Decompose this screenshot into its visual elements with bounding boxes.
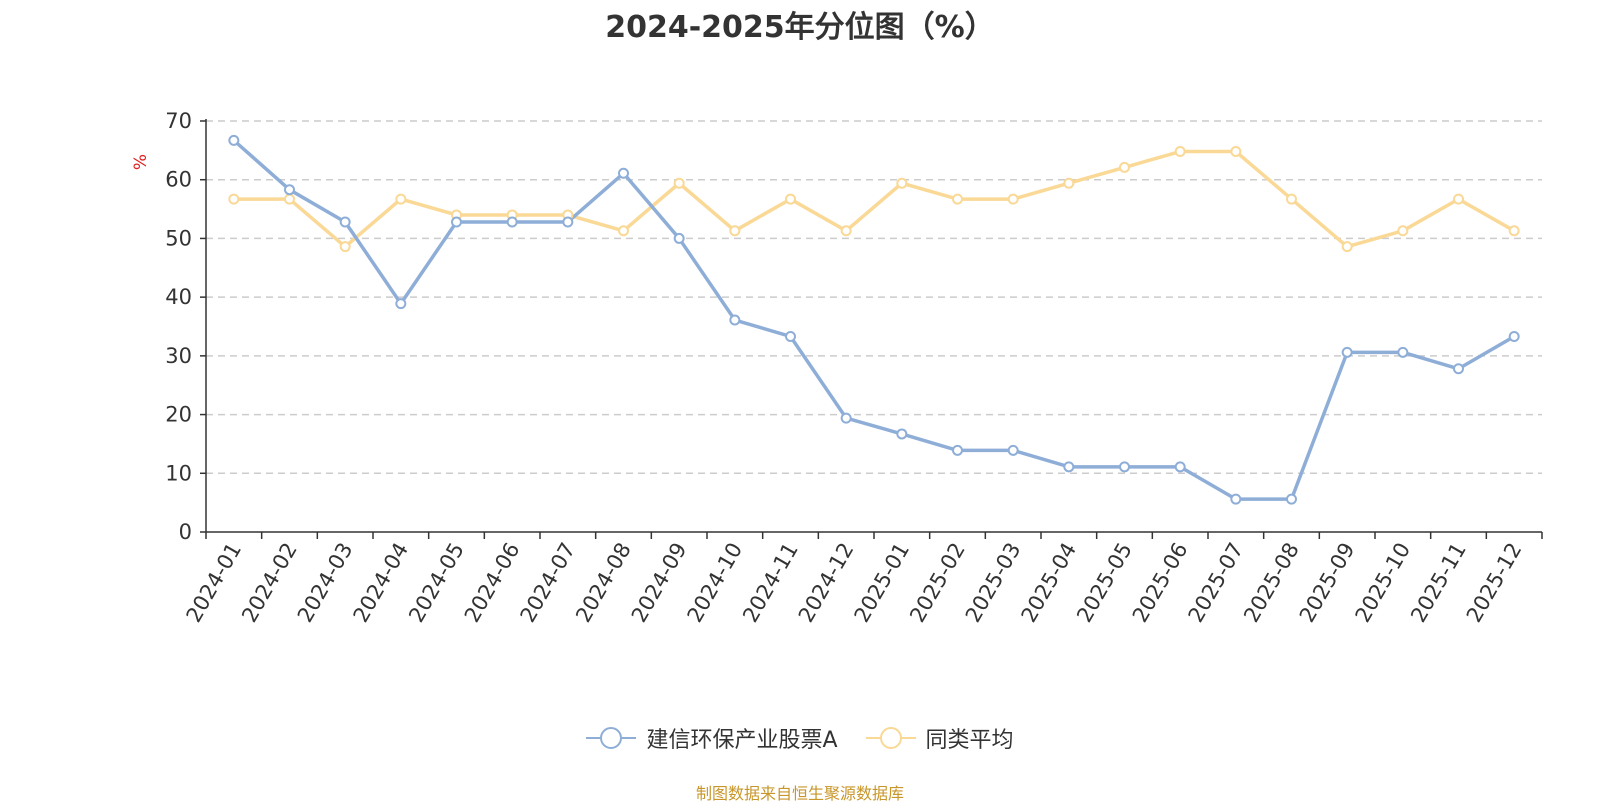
y-tick-label: 50 (165, 226, 192, 250)
x-tick-label: 2024-04 (349, 539, 414, 627)
y-tick-label: 40 (165, 285, 192, 309)
data-point[interactable] (1397, 225, 1409, 237)
data-point[interactable] (562, 216, 574, 228)
data-point[interactable] (952, 193, 963, 205)
data-point[interactable] (395, 298, 407, 310)
data-point[interactable] (896, 428, 908, 440)
x-tick-label: 2024-12 (794, 539, 859, 627)
x-tick-label: 2025-02 (905, 539, 970, 627)
x-tick-label: 2025-11 (1406, 539, 1471, 627)
data-point[interactable] (785, 193, 796, 205)
data-point[interactable] (1007, 193, 1019, 205)
data-point[interactable] (339, 241, 351, 253)
x-tick-label: 2025-10 (1351, 539, 1416, 627)
x-tick-label: 2025-03 (961, 539, 1026, 627)
data-point[interactable] (840, 225, 852, 237)
data-point[interactable] (284, 193, 295, 205)
data-point[interactable] (1508, 225, 1520, 237)
legend-label: 建信环保产业股票A (646, 728, 838, 753)
data-point[interactable] (729, 314, 741, 326)
x-tick-label: 2025-09 (1295, 539, 1360, 627)
data-point[interactable] (840, 412, 852, 424)
x-tick-label: 2025-05 (1072, 539, 1137, 627)
x-tick-label: 2025-04 (1017, 539, 1082, 627)
x-tick-label: 2025-08 (1239, 539, 1304, 627)
data-point[interactable] (673, 232, 685, 244)
data-point[interactable] (228, 134, 240, 146)
data-point[interactable] (1397, 346, 1409, 358)
data-point[interactable] (1453, 363, 1464, 375)
data-point[interactable] (506, 216, 518, 228)
data-point[interactable] (339, 216, 351, 228)
data-point[interactable] (1286, 193, 1297, 205)
y-axis-label: % (131, 154, 151, 170)
legend-item[interactable]: 同类平均 (865, 722, 1014, 754)
x-tick-label: 2024-06 (460, 539, 525, 627)
data-point[interactable] (1508, 330, 1520, 342)
x-tick-label: 2025-07 (1184, 539, 1249, 627)
data-point[interactable] (1230, 146, 1242, 158)
source-note: 制图数据来自恒生聚源数据库 (695, 784, 904, 803)
data-point[interactable] (1286, 493, 1297, 505)
y-tick-label: 30 (165, 344, 192, 368)
legend-item[interactable]: 建信环保产业股票A (586, 722, 838, 754)
x-tick-label: 2025-12 (1462, 539, 1527, 627)
data-point[interactable] (1453, 193, 1464, 205)
series-line (233, 149, 1516, 249)
x-tick-label: 2024-08 (571, 539, 636, 627)
data-point[interactable] (1341, 241, 1353, 253)
x-tick-label: 2024-11 (738, 539, 803, 627)
legend-marker (865, 727, 916, 749)
data-point[interactable] (228, 193, 240, 205)
chart-title: 2024-2025年分位图（%） (605, 10, 995, 45)
data-point[interactable] (1341, 346, 1353, 358)
legend-marker (586, 727, 637, 749)
grid-lines (206, 120, 1542, 475)
x-tick-label: 2024-05 (404, 539, 469, 627)
data-point[interactable] (952, 444, 963, 456)
legend-label: 同类平均 (925, 728, 1014, 753)
data-point[interactable] (1063, 461, 1075, 473)
x-tick-label: 2024-09 (627, 539, 692, 627)
x-tick-label: 2024-07 (516, 539, 581, 627)
data-point[interactable] (1119, 161, 1130, 173)
y-tick-label: 20 (165, 403, 192, 427)
data-point[interactable] (1007, 444, 1019, 456)
x-tick-label: 2025-06 (1128, 539, 1193, 627)
data-point[interactable] (618, 167, 629, 179)
data-point[interactable] (1230, 493, 1242, 505)
y-tick-label: 60 (165, 168, 192, 192)
data-point[interactable] (1063, 177, 1075, 189)
x-tick-label: 2025-01 (850, 539, 915, 627)
data-point[interactable] (896, 177, 908, 189)
data-point[interactable] (673, 177, 685, 189)
data-point[interactable] (395, 193, 407, 205)
data-point[interactable] (618, 225, 629, 237)
x-tick-label: 2024-10 (683, 539, 748, 627)
y-tick-label: 0 (179, 520, 192, 544)
data-point[interactable] (785, 330, 796, 342)
x-tick-label: 2024-02 (237, 539, 302, 627)
data-point[interactable] (451, 216, 462, 228)
y-tick-label: 70 (165, 109, 192, 133)
data-point[interactable] (284, 184, 295, 196)
x-tick-label: 2024-01 (182, 539, 247, 627)
legend: 建信环保产业股票A 同类平均 (0, 722, 1600, 754)
data-point[interactable] (1174, 461, 1186, 473)
series-layer (228, 134, 1520, 505)
axes: 0102030405060702024-012024-022024-032024… (165, 109, 1543, 627)
data-point[interactable] (1119, 461, 1130, 473)
data-point[interactable] (729, 225, 741, 237)
series-line (232, 139, 1516, 501)
y-tick-label: 10 (165, 461, 192, 485)
data-point[interactable] (1174, 146, 1186, 158)
x-tick-label: 2024-03 (293, 539, 358, 627)
